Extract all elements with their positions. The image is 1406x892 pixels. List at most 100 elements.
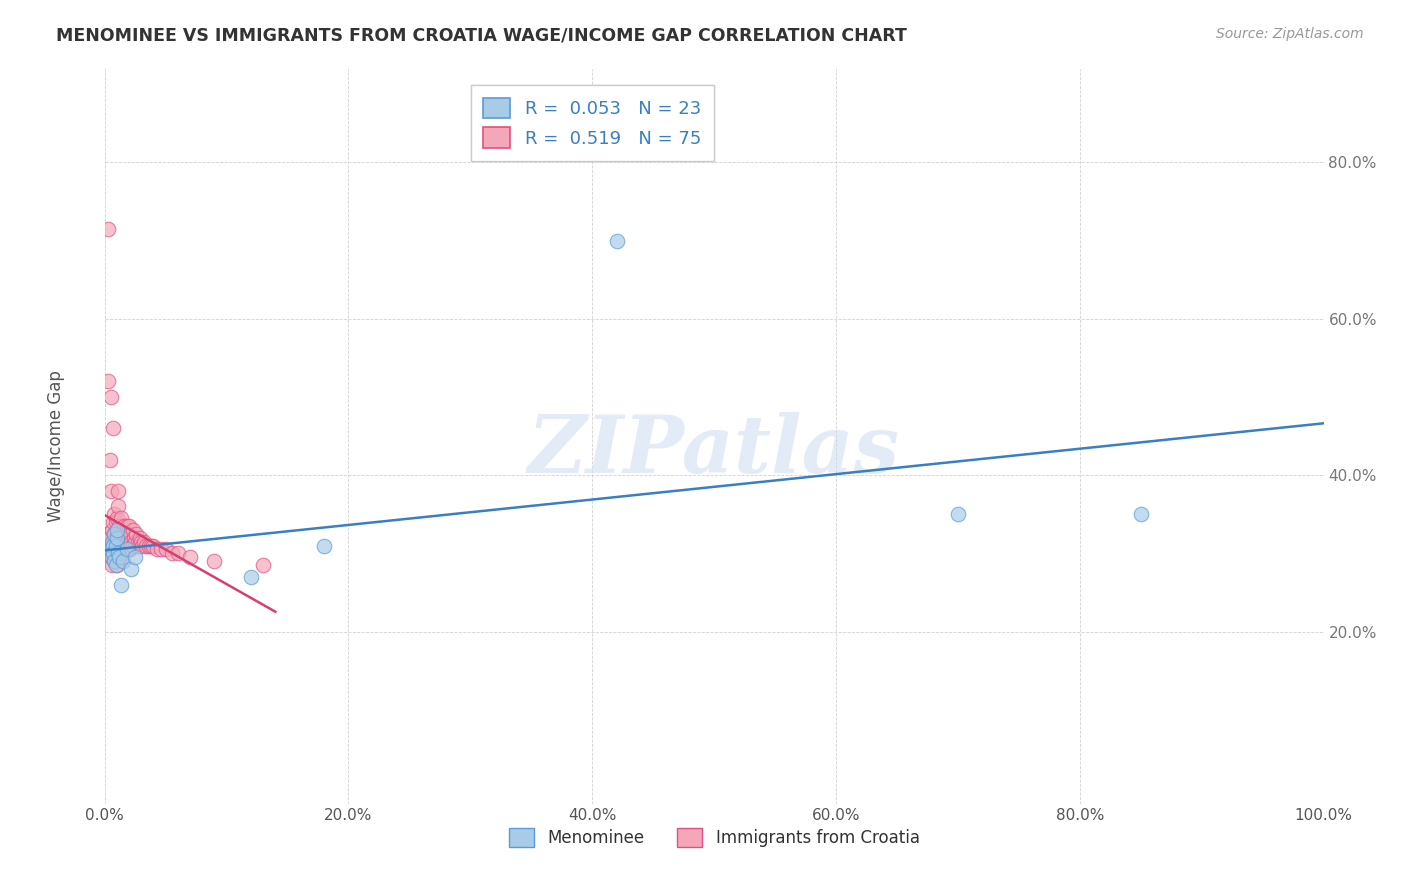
Point — [103, 550, 125, 565]
Point — [101, 523, 124, 537]
Point — [122, 531, 145, 545]
Point — [103, 534, 125, 549]
Point — [139, 539, 162, 553]
Point — [142, 539, 165, 553]
Point — [105, 526, 128, 541]
Point — [115, 534, 138, 549]
Point — [100, 390, 122, 404]
Text: MENOMINEE VS IMMIGRANTS FROM CROATIA WAGE/INCOME GAP CORRELATION CHART: MENOMINEE VS IMMIGRANTS FROM CROATIA WAG… — [56, 27, 907, 45]
Point — [114, 526, 136, 541]
Point — [124, 550, 146, 565]
Point — [111, 550, 134, 565]
Point — [108, 534, 131, 549]
Point — [121, 562, 143, 576]
Point — [103, 526, 125, 541]
Point — [100, 483, 122, 498]
Point — [107, 546, 129, 560]
Point — [105, 531, 128, 545]
Point — [100, 539, 122, 553]
Point — [101, 539, 124, 553]
Point — [103, 515, 125, 529]
Point — [118, 519, 141, 533]
Point — [1129, 508, 1152, 522]
Point — [104, 546, 127, 560]
Point — [111, 554, 134, 568]
Point — [239, 570, 262, 584]
Point — [104, 558, 127, 573]
Point — [111, 534, 134, 549]
Point — [117, 542, 139, 557]
Point — [103, 546, 125, 560]
Point — [111, 542, 134, 557]
Point — [125, 526, 148, 541]
Point — [127, 534, 149, 549]
Point — [115, 542, 138, 557]
Point — [97, 222, 120, 236]
Point — [132, 534, 155, 549]
Point — [108, 550, 131, 565]
Text: Wage/Income Gap: Wage/Income Gap — [48, 370, 65, 522]
Point — [103, 539, 125, 553]
Point — [138, 539, 160, 553]
Point — [98, 452, 121, 467]
Text: ZIPatlas: ZIPatlas — [529, 412, 900, 490]
Point — [121, 534, 143, 549]
Point — [946, 508, 969, 522]
Point — [103, 526, 125, 541]
Point — [112, 534, 135, 549]
Point — [606, 234, 628, 248]
Point — [166, 546, 188, 560]
Point — [110, 511, 132, 525]
Point — [98, 531, 121, 545]
Point — [100, 550, 122, 565]
Point — [110, 526, 132, 541]
Point — [120, 526, 142, 541]
Point — [98, 542, 121, 557]
Point — [129, 534, 152, 549]
Point — [149, 542, 172, 557]
Point — [112, 519, 135, 533]
Point — [120, 542, 142, 557]
Point — [105, 558, 128, 573]
Point — [97, 374, 120, 388]
Point — [101, 534, 124, 549]
Point — [160, 546, 183, 560]
Point — [103, 554, 125, 568]
Point — [107, 500, 129, 514]
Point — [312, 539, 335, 553]
Point — [108, 550, 131, 565]
Point — [105, 511, 128, 525]
Point — [124, 534, 146, 549]
Point — [107, 483, 129, 498]
Point — [129, 531, 152, 545]
Point — [104, 531, 127, 545]
Point — [114, 542, 136, 557]
Point — [131, 539, 153, 553]
Point — [115, 519, 138, 533]
Point — [121, 523, 143, 537]
Point — [104, 515, 127, 529]
Point — [104, 539, 127, 553]
Point — [146, 542, 169, 557]
Point — [121, 539, 143, 553]
Point — [103, 421, 125, 435]
Point — [111, 526, 134, 541]
Point — [96, 526, 118, 541]
Point — [101, 550, 124, 565]
Text: Source: ZipAtlas.com: Source: ZipAtlas.com — [1216, 27, 1364, 41]
Point — [101, 558, 124, 573]
Legend: R =  0.053   N = 23, R =  0.519   N = 75: R = 0.053 N = 23, R = 0.519 N = 75 — [471, 85, 714, 161]
Point — [103, 542, 125, 557]
Point — [128, 539, 150, 553]
Point — [100, 542, 122, 557]
Point — [110, 542, 132, 557]
Point — [117, 526, 139, 541]
Point — [202, 554, 225, 568]
Point — [108, 519, 131, 533]
Point — [103, 508, 125, 522]
Point — [105, 542, 128, 557]
Point — [135, 539, 157, 553]
Point — [252, 558, 274, 573]
Point — [155, 542, 177, 557]
Point — [105, 523, 128, 537]
